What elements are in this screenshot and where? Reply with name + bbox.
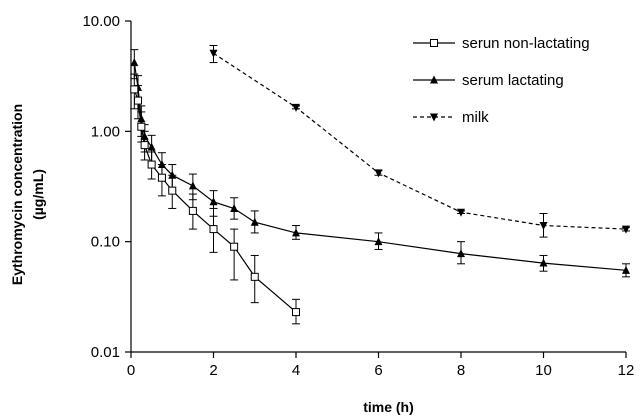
data-point	[134, 96, 143, 105]
data-point	[292, 308, 300, 317]
data-point	[140, 141, 149, 150]
legend-marker	[430, 75, 438, 84]
legend-marker	[430, 39, 438, 47]
y-axis-ticks: 0.01 0.10 1.00 10.00	[82, 13, 131, 361]
data-point	[157, 173, 166, 182]
x-tick-label: 6	[374, 362, 382, 379]
data-point	[539, 222, 548, 231]
data-point	[292, 103, 300, 112]
data-point	[209, 197, 218, 206]
data-point	[209, 225, 218, 234]
legend-item: milk	[413, 109, 489, 126]
data-point	[374, 169, 383, 178]
data-point	[137, 122, 146, 131]
data-point	[188, 206, 197, 215]
data-point	[250, 272, 259, 281]
data-point	[230, 242, 239, 251]
legend-item: serum lactating	[413, 72, 564, 89]
x-axis-ticks: 0 2 4 6 8 10 12	[127, 352, 635, 379]
data-point	[292, 228, 300, 237]
legend-marker	[430, 113, 438, 122]
data-point	[250, 217, 259, 226]
series-line	[133, 89, 297, 313]
y-axis-title-line-1: Eythromycin concentration	[9, 104, 25, 285]
y-tick-label: 0.10	[91, 234, 120, 251]
data-point	[374, 237, 383, 246]
x-axis-title: time (h)	[363, 399, 414, 415]
legend-label: serun non-lactating	[462, 35, 590, 52]
y-tick-label: 1.00	[91, 123, 120, 140]
data-point	[457, 208, 465, 217]
y-tick-label: 0.01	[91, 344, 120, 361]
x-tick-label: 4	[292, 362, 300, 379]
data-point	[130, 85, 139, 94]
y-tick-label: 10.00	[82, 13, 120, 30]
data-point	[457, 249, 465, 258]
x-tick-label: 10	[535, 362, 552, 379]
data-point	[209, 49, 218, 58]
data-point	[147, 160, 156, 169]
legend-label: serum lactating	[462, 72, 564, 89]
axes	[130, 21, 626, 353]
x-tick-label: 2	[209, 362, 217, 379]
data-point	[130, 58, 139, 67]
legend-item: serun non-lactating	[413, 35, 590, 52]
series-line	[213, 52, 627, 230]
legend-label: milk	[462, 109, 489, 126]
series-milk	[209, 44, 630, 238]
data-point	[622, 265, 630, 274]
data-point	[230, 203, 239, 212]
data-point	[188, 181, 197, 190]
legend: serun non-lactating serum lactating milk	[413, 35, 590, 126]
data-point	[539, 258, 548, 267]
data-point	[622, 225, 630, 234]
x-tick-label: 8	[457, 362, 465, 379]
series-serun-non-lactating	[130, 73, 300, 325]
x-tick-label: 0	[127, 362, 135, 379]
data-point	[168, 186, 177, 195]
y-axis-title-line-2: (µg/mL)	[30, 169, 46, 220]
data-point	[147, 142, 156, 151]
series-layer	[130, 44, 630, 325]
x-tick-label: 12	[618, 362, 635, 379]
series-line	[133, 62, 627, 271]
